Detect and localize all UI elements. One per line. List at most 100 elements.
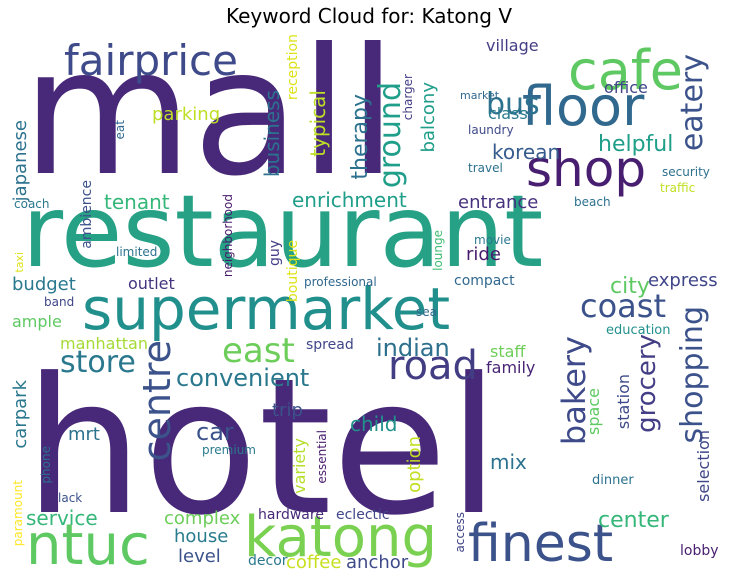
word-ntuc: ntuc	[26, 513, 150, 576]
word-city: city	[610, 274, 650, 299]
word-eatery: eatery	[675, 54, 710, 152]
word-traffic: traffic	[660, 181, 696, 195]
word-house: house	[174, 526, 229, 547]
word-lobby: lobby	[680, 543, 719, 559]
word-centre: centre	[135, 340, 179, 462]
word-education: education	[606, 323, 671, 338]
word-convenient: convenient	[176, 364, 310, 392]
word-charger: charger	[401, 74, 415, 121]
word-service: service	[26, 506, 98, 530]
word-premium: premium	[202, 443, 256, 457]
word-car: car	[196, 418, 234, 446]
word-carpark: carpark	[10, 380, 31, 449]
word-eclectic: eclectic	[336, 507, 390, 523]
word-grocery: grocery	[632, 334, 662, 433]
word-beach: beach	[574, 195, 611, 209]
word-trip: trip	[272, 400, 303, 421]
word-dinner: dinner	[592, 473, 634, 488]
word-station: station	[614, 374, 633, 430]
word-coast: coast	[580, 287, 666, 325]
word-complex: complex	[164, 508, 241, 529]
word-restaurant: restaurant	[22, 173, 544, 290]
word-level: level	[178, 546, 221, 567]
word-center: center	[598, 508, 669, 533]
word-taxi: taxi	[13, 252, 26, 273]
chart-title: Keyword Cloud for: Katong V	[225, 4, 512, 28]
word-entrance: entrance	[458, 192, 539, 213]
word-manhattan: manhattan	[60, 334, 148, 353]
word-selection: selection	[694, 430, 713, 502]
word-class: class	[488, 104, 528, 123]
word-cloud: mall restaurant hotel supermarket katong ntuc…	[10, 34, 730, 576]
word-market: market	[460, 89, 500, 102]
word-office: office	[604, 78, 648, 97]
word-paramount: paramount	[11, 480, 25, 547]
word-floor: floor	[522, 75, 645, 138]
word-bus: bus	[486, 87, 540, 122]
word-korean: korean	[492, 140, 561, 164]
word-hardware: hardware	[258, 507, 324, 523]
word-movie: movie	[474, 233, 511, 247]
word-village: village	[486, 36, 539, 55]
word-typical: typical	[306, 90, 330, 157]
word-express: express	[648, 270, 718, 291]
word-professional: professional	[304, 275, 377, 289]
word-lounge: lounge	[431, 230, 445, 271]
word-ambience: ambience	[79, 180, 95, 249]
word-variety: variety	[290, 438, 309, 494]
word-tenant: tenant	[104, 190, 170, 214]
word-katong: katong	[244, 505, 438, 570]
word-compact: compact	[454, 273, 515, 289]
word-ride: ride	[466, 244, 501, 265]
word-limited: limited	[116, 245, 158, 259]
word-balcony: balcony	[418, 82, 439, 153]
word-option: option	[404, 436, 425, 493]
word-enrichment: enrichment	[292, 188, 407, 212]
word-anchor: anchor	[346, 552, 409, 573]
word-road: road	[388, 343, 478, 389]
word-access: access	[453, 512, 467, 553]
word-shopping: shopping	[675, 306, 710, 444]
word-budget: budget	[12, 274, 76, 295]
word-spread: spread	[306, 337, 354, 353]
word-mall: mall	[22, 34, 397, 215]
word-neighborhood: neighborhood	[221, 194, 235, 278]
word-fairprice: fairprice	[64, 36, 238, 85]
word-laundry: laundry	[468, 123, 514, 137]
word-reception: reception	[285, 34, 301, 101]
word-space: space	[584, 388, 603, 435]
word-helpful: helpful	[598, 132, 674, 157]
word-security: security	[662, 165, 710, 179]
word-family: family	[486, 358, 536, 377]
word-hotel: hotel	[24, 338, 500, 557]
word-store: store	[60, 345, 136, 380]
word-eat: eat	[113, 120, 127, 140]
word-lack: lack	[58, 491, 83, 505]
word-therapy: therapy	[348, 94, 373, 180]
word-mix: mix	[490, 450, 527, 474]
word-supermarket: supermarket	[82, 275, 451, 343]
word-coach: coach	[14, 197, 50, 211]
word-parking: parking	[152, 104, 221, 125]
word-travel: travel	[468, 161, 503, 175]
word-business: business	[260, 90, 284, 178]
word-cafe: cafe	[568, 39, 684, 102]
word-outlet: outlet	[128, 274, 175, 293]
word-coffee: coffee	[286, 552, 342, 573]
word-guy: guy	[267, 240, 283, 267]
word-essential: essential	[315, 430, 329, 484]
word-indian: indian	[376, 334, 450, 362]
word-decor: decor	[248, 553, 288, 569]
word-japanese: japanese	[10, 120, 31, 202]
word-staff: staff	[490, 342, 526, 361]
word-ample: ample	[12, 312, 62, 331]
word-phone: phone	[39, 446, 53, 484]
word-child: child	[350, 412, 398, 436]
word-east: east	[222, 331, 295, 371]
word-shop: shop	[526, 140, 647, 198]
word-band: band	[44, 295, 75, 309]
word-mrt: mrt	[68, 424, 100, 445]
word-finest: finest	[468, 514, 614, 574]
word-boutique: boutique	[285, 240, 301, 303]
word-sea: sea	[416, 305, 437, 319]
